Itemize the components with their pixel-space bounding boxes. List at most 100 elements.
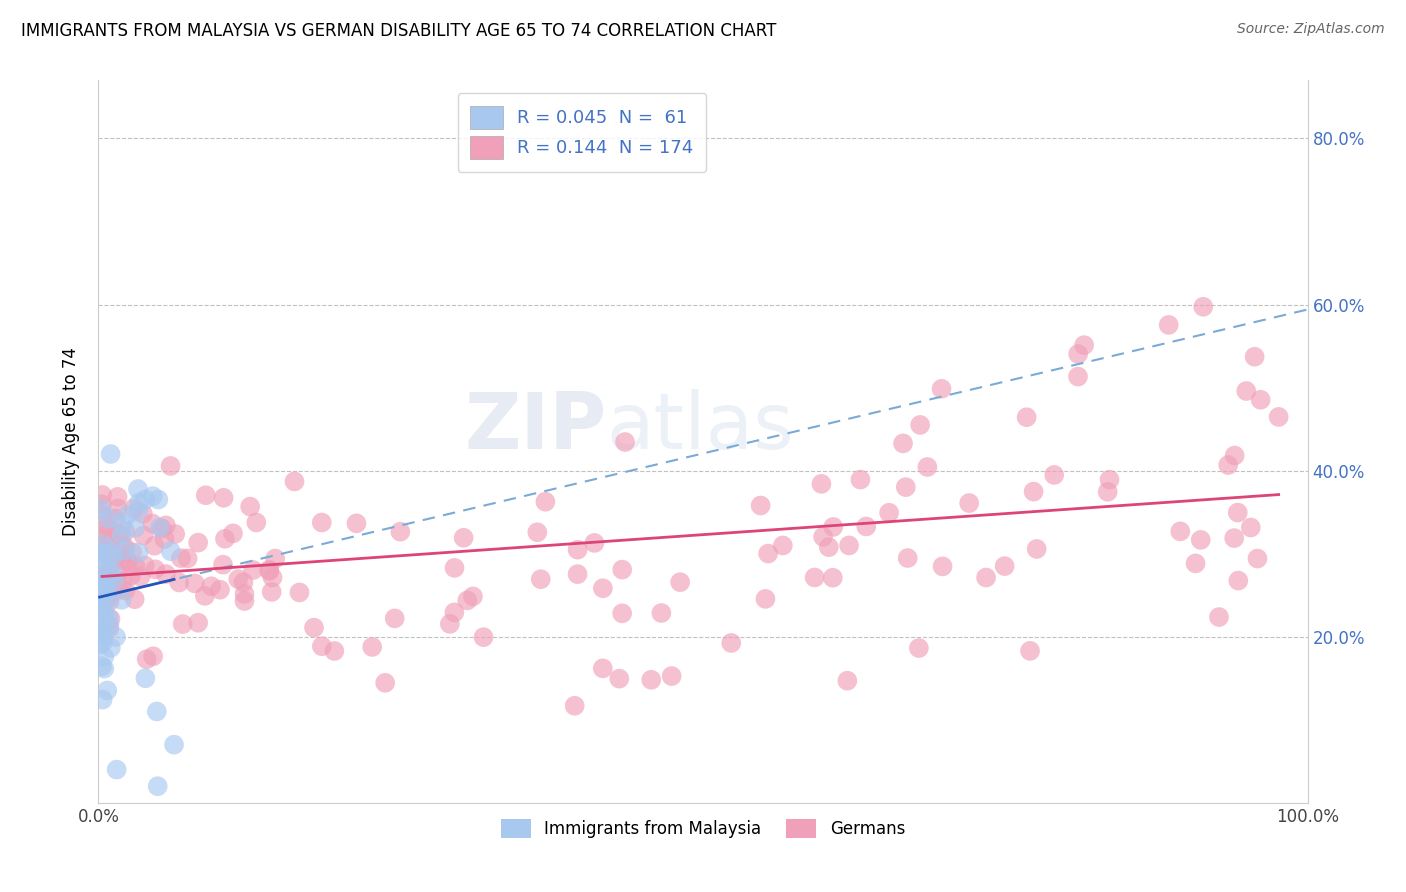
Point: [200, 579, 222, 593]
Point: [141, 516, 163, 531]
Point: [94, 587, 117, 601]
Point: [103, 574, 125, 588]
Point: [153, 532, 176, 546]
Point: [346, 516, 368, 531]
Point: [640, 673, 662, 687]
Point: [117, 508, 139, 522]
Text: atlas: atlas: [606, 389, 794, 465]
Point: [720, 636, 742, 650]
Point: [583, 536, 606, 550]
Point: [101, 545, 124, 559]
Point: [105, 763, 128, 777]
Point: [91, 692, 114, 706]
Point: [1218, 458, 1240, 472]
Point: [361, 640, 384, 654]
Point: [208, 582, 231, 597]
Point: [810, 476, 832, 491]
Point: [1223, 531, 1246, 545]
Point: [94, 575, 117, 590]
Point: [1223, 449, 1246, 463]
Point: [128, 545, 150, 559]
Point: [91, 568, 114, 582]
Point: [957, 496, 980, 510]
Point: [1043, 467, 1066, 482]
Point: [104, 511, 127, 525]
Point: [121, 545, 143, 559]
Point: [101, 566, 124, 580]
Point: [90, 594, 112, 608]
Point: [1189, 533, 1212, 547]
Point: [534, 494, 557, 508]
Point: [908, 641, 931, 656]
Point: [127, 482, 149, 496]
Point: [176, 551, 198, 566]
Point: [1227, 574, 1250, 588]
Point: [93, 574, 115, 589]
Point: [749, 499, 772, 513]
Point: [288, 585, 311, 599]
Point: [443, 606, 465, 620]
Point: [1267, 409, 1289, 424]
Point: [111, 592, 134, 607]
Point: [91, 543, 114, 558]
Point: [89, 619, 111, 633]
Point: [93, 607, 115, 621]
Point: [132, 528, 155, 542]
Point: [91, 541, 114, 556]
Point: [110, 538, 132, 552]
Point: [823, 520, 845, 534]
Point: [187, 615, 209, 630]
Point: [877, 506, 900, 520]
Point: [260, 585, 283, 599]
Point: [134, 558, 156, 573]
Point: [612, 563, 634, 577]
Point: [91, 488, 114, 502]
Point: [89, 546, 111, 560]
Point: [323, 644, 346, 658]
Point: [91, 632, 114, 646]
Point: [894, 480, 917, 494]
Point: [91, 497, 114, 511]
Point: [1015, 410, 1038, 425]
Point: [994, 559, 1017, 574]
Point: [124, 592, 146, 607]
Point: [155, 518, 177, 533]
Point: [311, 639, 333, 653]
Point: [389, 524, 412, 539]
Point: [242, 563, 264, 577]
Point: [146, 779, 169, 793]
Point: [142, 649, 165, 664]
Point: [222, 526, 245, 541]
Point: [1097, 484, 1119, 499]
Point: [772, 539, 794, 553]
Point: [142, 489, 165, 503]
Point: [456, 593, 478, 607]
Point: [89, 586, 111, 600]
Point: [184, 576, 207, 591]
Point: [112, 543, 135, 558]
Text: ZIP: ZIP: [464, 389, 606, 465]
Point: [1098, 473, 1121, 487]
Point: [567, 567, 589, 582]
Point: [849, 473, 872, 487]
Point: [897, 551, 920, 566]
Point: [669, 575, 692, 590]
Point: [439, 616, 461, 631]
Point: [100, 550, 122, 565]
Point: [855, 519, 877, 533]
Point: [135, 652, 157, 666]
Point: [817, 540, 839, 554]
Point: [98, 618, 121, 632]
Point: [1019, 644, 1042, 658]
Point: [754, 591, 776, 606]
Point: [114, 524, 136, 539]
Point: [98, 590, 121, 604]
Point: [91, 624, 114, 639]
Point: [756, 547, 779, 561]
Point: [472, 630, 495, 644]
Point: [661, 669, 683, 683]
Point: [226, 572, 249, 586]
Point: [93, 576, 115, 591]
Point: [91, 539, 114, 553]
Point: [1168, 524, 1191, 539]
